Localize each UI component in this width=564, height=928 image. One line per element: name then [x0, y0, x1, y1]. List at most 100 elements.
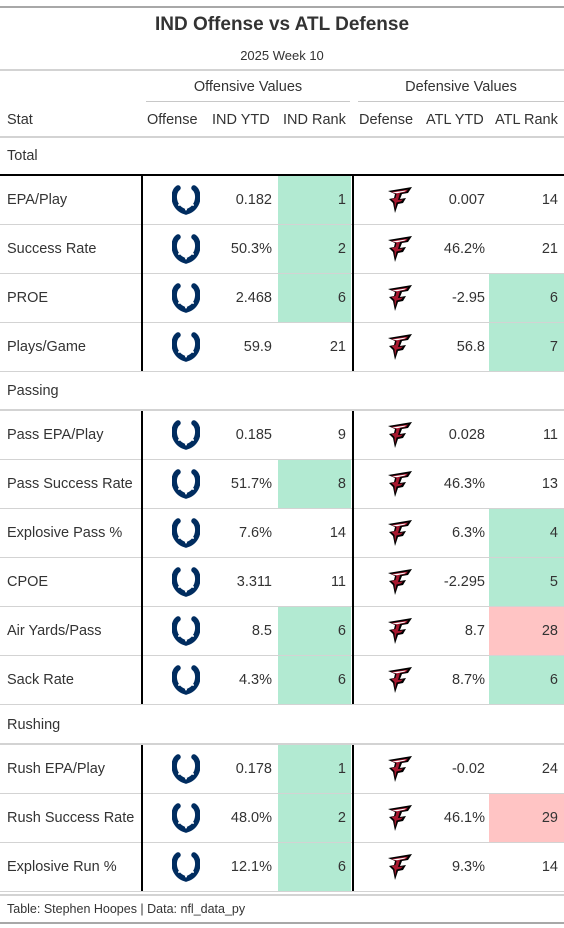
atl-rank-value: 6	[549, 672, 558, 688]
group-header-divider	[0, 409, 564, 411]
falcons-logo-icon	[386, 185, 416, 220]
atl-ytd-value: 46.1%	[443, 810, 485, 826]
table-subtitle: 2025 Week 10	[240, 48, 324, 63]
row-divider	[0, 793, 564, 794]
ind-ytd-value: 0.182	[235, 192, 272, 208]
stat-label: Rush EPA/Play	[7, 761, 106, 777]
table-row: Success Rate 50.3% 2 46.2% 21	[0, 225, 564, 274]
atl-ytd-value: 6.3%	[451, 525, 485, 541]
column-header-ind-ytd: IND YTD	[212, 112, 270, 128]
ind-ytd-value: 48.0%	[230, 810, 272, 826]
stat-label: Success Rate	[7, 241, 97, 257]
ind-rank-value: 6	[337, 859, 346, 875]
column-divider	[141, 745, 143, 891]
ind-rank-highlight	[278, 843, 351, 891]
atl-ytd-value: 8.7	[464, 623, 485, 639]
ind-rank-value: 2	[337, 241, 346, 257]
atl-rank-highlight	[489, 274, 564, 322]
falcons-logo-icon	[386, 852, 416, 887]
ind-rank-highlight	[278, 225, 351, 273]
row-divider	[0, 557, 564, 558]
atl-rank-highlight	[489, 509, 564, 557]
colts-horseshoe-icon	[171, 851, 201, 888]
ind-rank-highlight	[278, 745, 351, 793]
colts-horseshoe-icon	[171, 802, 201, 839]
row-divider	[0, 459, 564, 460]
row-divider	[0, 371, 564, 372]
table-row: Pass Success Rate 51.7% 8 46.3% 13	[0, 460, 564, 509]
atl-rank-value: 14	[541, 192, 558, 208]
ind-rank-highlight	[278, 607, 351, 655]
column-divider	[352, 745, 354, 891]
ind-rank-value: 1	[337, 761, 346, 777]
atl-rank-value: 11	[542, 427, 558, 443]
ind-rank-value: 6	[337, 290, 346, 306]
colts-horseshoe-icon	[171, 517, 201, 554]
ind-rank-value: 6	[337, 623, 346, 639]
colts-horseshoe-icon	[171, 233, 201, 270]
stat-label: Sack Rate	[7, 672, 74, 688]
header-divider	[0, 136, 564, 138]
ind-ytd-value: 0.178	[235, 761, 272, 777]
atl-rank-highlight	[489, 794, 564, 842]
column-header-stat: Stat	[7, 112, 33, 128]
falcons-logo-icon	[386, 234, 416, 269]
atl-rank-value: 21	[541, 241, 558, 257]
row-divider	[0, 273, 564, 274]
ind-ytd-value: 2.468	[235, 290, 272, 306]
stat-label: Explosive Run %	[7, 859, 117, 875]
top-border	[0, 6, 564, 8]
ind-rank-value: 9	[337, 427, 346, 443]
atl-rank-highlight	[489, 607, 564, 655]
ind-rank-value: 1	[337, 192, 346, 208]
ind-ytd-value: 50.3%	[230, 241, 272, 257]
row-divider	[0, 606, 564, 607]
colts-horseshoe-icon	[171, 282, 201, 319]
title-divider	[0, 69, 564, 71]
ind-rank-value: 8	[337, 476, 346, 492]
atl-ytd-value: 46.3%	[443, 476, 485, 492]
atl-rank-highlight	[489, 323, 564, 371]
row-divider	[0, 655, 564, 656]
table-row: Plays/Game 59.9 21 56.8 7	[0, 323, 564, 372]
atl-ytd-value: 56.8	[456, 339, 485, 355]
spanner-offensive-values: Offensive Values	[193, 79, 303, 95]
table-title: IND Offense vs ATL Defense	[154, 14, 410, 35]
stat-label: PROE	[7, 290, 49, 306]
falcons-logo-icon	[386, 518, 416, 553]
atl-ytd-value: 9.3%	[451, 859, 485, 875]
atl-ytd-value: -0.02	[451, 761, 485, 777]
row-divider	[0, 891, 564, 892]
ind-ytd-value: 7.6%	[238, 525, 272, 541]
column-divider	[352, 176, 354, 371]
ind-rank-highlight	[278, 176, 351, 224]
atl-rank-value: 24	[541, 761, 558, 777]
column-header-atl-rank: ATL Rank	[495, 112, 558, 128]
atl-ytd-value: 0.007	[448, 192, 485, 208]
ind-ytd-value: 3.311	[236, 574, 272, 590]
falcons-logo-icon	[386, 332, 416, 367]
ind-rank-value: 2	[337, 810, 346, 826]
atl-rank-value: 29	[541, 810, 558, 826]
row-divider	[0, 322, 564, 323]
spanner-defensive-line	[358, 101, 564, 102]
table-row: Explosive Pass % 7.6% 14 6.3% 4	[0, 509, 564, 558]
ind-ytd-value: 8.5	[251, 623, 272, 639]
table-row: Pass EPA/Play 0.185 9 0.028 11	[0, 411, 564, 460]
table-row: Sack Rate 4.3% 6 8.7% 6	[0, 656, 564, 705]
table-row: Rush EPA/Play 0.178 1 -0.02 24	[0, 745, 564, 794]
stat-label: Plays/Game	[7, 339, 86, 355]
column-header-atl-ytd: ATL YTD	[426, 112, 484, 128]
stat-label: CPOE	[7, 574, 49, 590]
colts-horseshoe-icon	[171, 419, 201, 456]
colts-horseshoe-icon	[171, 468, 201, 505]
ind-rank-value: 6	[337, 672, 346, 688]
atl-rank-value: 14	[541, 859, 558, 875]
table-source-note: Table: Stephen Hoopes | Data: nfl_data_p…	[7, 902, 246, 916]
atl-rank-highlight	[489, 558, 564, 606]
table-row: CPOE 3.311 11 -2.295 5	[0, 558, 564, 607]
falcons-logo-icon	[386, 616, 416, 651]
falcons-logo-icon	[386, 754, 416, 789]
colts-horseshoe-icon	[171, 331, 201, 368]
stat-label: Pass EPA/Play	[7, 427, 104, 443]
